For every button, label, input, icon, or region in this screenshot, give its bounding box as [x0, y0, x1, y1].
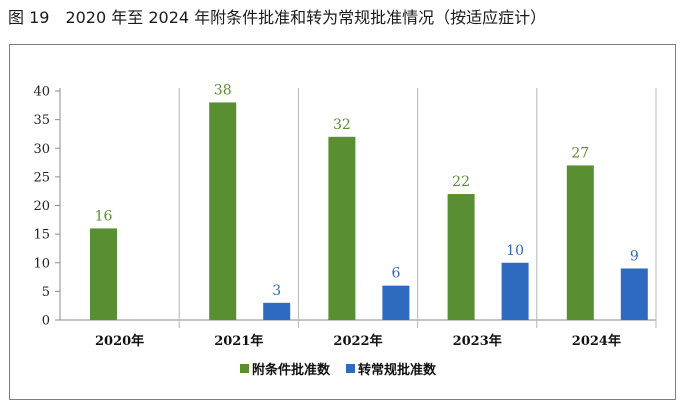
y-tick-label: 35: [33, 113, 50, 128]
bars-layer: [90, 102, 648, 320]
data-label: 10: [506, 243, 524, 259]
y-tick-label: 5: [42, 285, 50, 300]
legend-swatch: [346, 364, 355, 373]
labels-layer: 0 5 10 15 20 25 30 35 40 16 2020年 38 3 2021年 32 6 2022年 2…: [33, 82, 638, 349]
bar-regular: [382, 285, 410, 320]
data-label: 9: [630, 248, 639, 264]
bar-conditional: [447, 194, 475, 320]
data-label: 16: [95, 208, 113, 224]
data-label: 3: [272, 283, 281, 299]
legend: 附条件批准数 转常规批准数: [240, 362, 437, 378]
bar-conditional: [328, 136, 356, 320]
y-tick-label: 30: [33, 142, 50, 157]
x-tick-label: 2022年: [333, 333, 382, 349]
x-tick-label: 2023年: [453, 333, 502, 349]
data-label: 6: [391, 266, 400, 282]
y-tick-label: 15: [33, 228, 50, 243]
bar-conditional: [90, 228, 117, 320]
legend-label: 转常规批准数: [358, 362, 437, 378]
y-tick-label: 20: [33, 199, 50, 214]
bar-conditional: [209, 102, 237, 320]
bar-regular: [620, 268, 648, 320]
legend-swatch: [240, 364, 249, 373]
legend-label: 附条件批准数: [252, 362, 331, 378]
y-tick-label: 0: [42, 314, 50, 329]
data-label: 27: [571, 145, 589, 161]
x-tick-label: 2024年: [572, 333, 621, 349]
data-label: 32: [333, 117, 351, 133]
y-tick-label: 25: [33, 170, 50, 185]
y-tick-label: 10: [33, 256, 50, 271]
bar-regular: [501, 262, 529, 320]
bar-conditional: [566, 165, 594, 320]
y-tick-label: 40: [33, 85, 50, 100]
grid-layer: [55, 88, 657, 328]
x-tick-label: 2020年: [95, 333, 144, 349]
figure-title: 图 19 2020 年至 2024 年附条件批准和转为常规批准情况（按适应症计）: [8, 8, 547, 27]
x-tick-label: 2021年: [214, 333, 263, 349]
data-label: 38: [214, 82, 232, 98]
bar-regular: [263, 302, 291, 320]
data-label: 22: [452, 174, 470, 190]
